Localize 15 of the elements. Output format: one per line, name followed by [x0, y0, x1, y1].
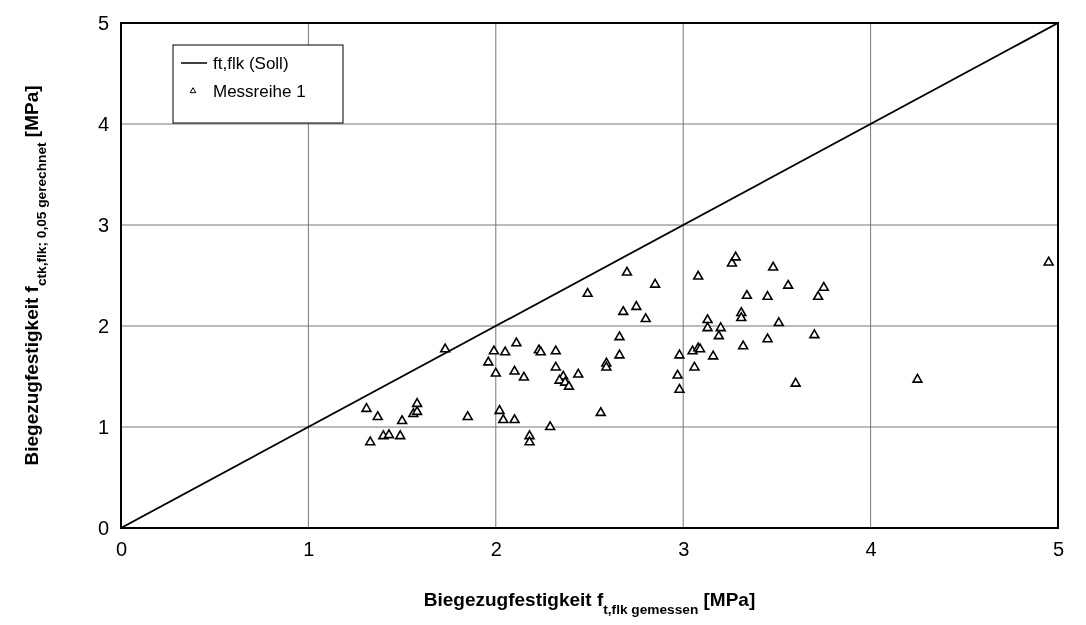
x-tick-label: 4	[865, 538, 877, 561]
y-tick-label: 4	[97, 112, 109, 135]
y-tick-label: 5	[97, 11, 109, 34]
y-tick-label: 0	[97, 516, 109, 539]
x-tick-label: 3	[678, 538, 690, 561]
y-tick-label: 1	[97, 415, 109, 438]
legend-label: Messreihe 1	[213, 82, 306, 101]
x-tick-label: 0	[115, 538, 128, 561]
y-tick-label: 3	[97, 213, 109, 236]
x-tick-label: 2	[490, 538, 502, 561]
legend-label: ft,flk (Soll)	[213, 54, 289, 73]
x-tick-label: 1	[303, 538, 315, 561]
y-tick-label: 2	[97, 314, 109, 337]
x-tick-label: 5	[1052, 538, 1065, 561]
x-axis-title: Biegezugfestigkeit f$_{t,flk gemessen}$ [MPa]	[423, 589, 756, 617]
